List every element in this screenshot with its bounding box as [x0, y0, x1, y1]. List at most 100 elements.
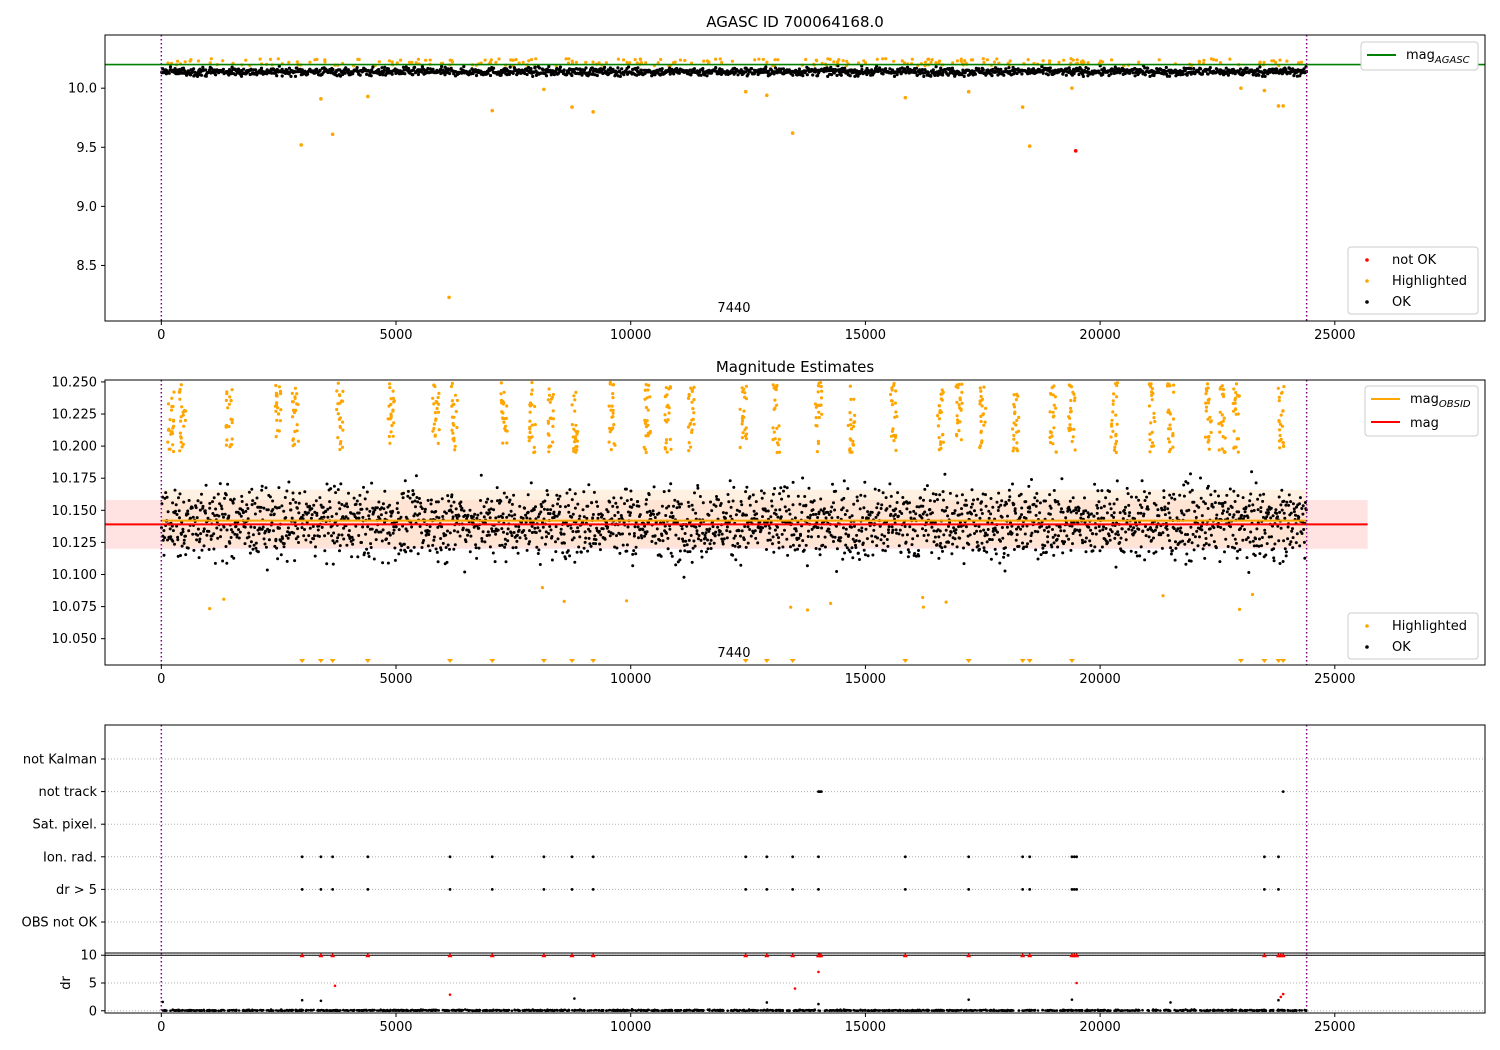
ok-point [666, 536, 670, 540]
highlighted-point [884, 57, 888, 61]
ok-point [293, 74, 298, 78]
ok-point [474, 546, 478, 550]
ok-point [632, 534, 636, 538]
highlighted-point [433, 433, 437, 437]
ok-point [331, 562, 335, 566]
highlighted-point [690, 428, 694, 432]
ok-point [511, 71, 515, 75]
ok-point [1056, 500, 1060, 504]
highlighted-point [816, 390, 820, 394]
highlighted-point [804, 57, 808, 62]
ok-point [818, 547, 822, 551]
ok-point [1065, 534, 1069, 538]
ok-point [1012, 502, 1016, 506]
highlighted-point [959, 57, 963, 61]
highlighted-point [875, 57, 879, 61]
highlighted-point [815, 424, 819, 428]
highlighted-point [659, 57, 663, 62]
highlighted-point [892, 381, 896, 386]
highlighted-point [572, 447, 576, 451]
highlighted-point [209, 57, 213, 61]
ok-point [933, 535, 937, 539]
ok-point [507, 513, 511, 517]
ok-point [303, 528, 306, 531]
ok-point [357, 534, 361, 537]
ok-point [223, 512, 227, 516]
ok-point [925, 484, 929, 488]
ok-point [178, 492, 182, 496]
ok-point [282, 509, 286, 513]
ok-point [399, 548, 403, 552]
ok-point [796, 494, 800, 498]
ok-point [338, 544, 342, 548]
ok-point [315, 67, 319, 71]
not-ok-point [1073, 149, 1078, 153]
highlighted-point [432, 426, 436, 431]
ok-point [612, 496, 616, 500]
ok-point [623, 502, 626, 506]
highlighted-point [849, 427, 854, 431]
ok-point [285, 489, 289, 493]
highlighted-point [648, 431, 652, 435]
highlighted-low-marker [489, 659, 496, 663]
ok-point [426, 66, 430, 71]
ok-point [791, 543, 795, 547]
ok-point [330, 534, 333, 538]
ok-point [992, 533, 996, 537]
highlighted-point [528, 419, 532, 423]
ok-point [720, 532, 724, 536]
ok-point [987, 516, 991, 520]
ok-point [989, 512, 993, 516]
highlighted-point [528, 410, 532, 414]
highlighted-point [225, 438, 229, 442]
ok-point [1101, 72, 1105, 76]
ok-point [897, 532, 901, 536]
ok-point [504, 560, 508, 564]
ok-point [186, 546, 190, 550]
ok-point [457, 514, 461, 518]
ok-point [989, 497, 993, 500]
highlighted-point [957, 403, 961, 407]
ok-point [760, 489, 763, 493]
ok-point [922, 74, 926, 78]
ok-point [683, 532, 687, 535]
highlighted-point [570, 403, 574, 407]
ok-point [184, 534, 187, 538]
ok-point [178, 516, 181, 520]
ok-point [887, 528, 890, 532]
ok-point [970, 512, 973, 516]
ok-point [910, 543, 914, 547]
ok-point [1011, 482, 1014, 486]
ok-point [872, 528, 876, 532]
highlighted-point [611, 392, 615, 396]
ok-point [682, 544, 686, 547]
legend-highlighted-marker [1365, 279, 1369, 283]
ok-point [637, 536, 640, 540]
ok-point [260, 484, 264, 488]
highlighted-point [1214, 58, 1218, 62]
ok-point [467, 530, 471, 534]
highlighted-point [940, 392, 944, 396]
highlighted-point [181, 410, 185, 414]
highlighted-point [772, 430, 776, 434]
highlighted-point [852, 421, 856, 425]
highlighted-point [775, 403, 779, 407]
ok-point [1010, 531, 1014, 535]
ok-point [416, 500, 420, 504]
highlighted-point [1279, 413, 1283, 417]
highlighted-point [230, 443, 234, 447]
ok-point [269, 513, 273, 517]
ok-point [669, 551, 673, 555]
highlighted-point [829, 601, 833, 606]
highlighted-point [841, 59, 845, 63]
highlighted-point [664, 394, 668, 398]
ok-point [943, 68, 947, 72]
highlighted-point [551, 409, 555, 413]
ok-point [466, 533, 470, 537]
highlighted-point [530, 435, 534, 439]
ok-point [941, 549, 944, 553]
ok-point [432, 538, 436, 542]
ok-point [894, 507, 898, 511]
ok-point [811, 73, 815, 77]
ok-point [842, 496, 846, 500]
